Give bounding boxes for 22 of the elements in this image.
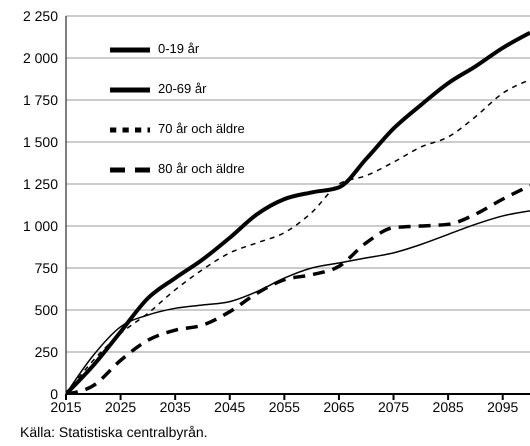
- y-tick-label: 1 750: [22, 92, 58, 108]
- y-tick-label: 250: [34, 344, 58, 360]
- x-tick-label: 2045: [214, 398, 246, 415]
- x-tick-label: 2065: [323, 398, 355, 415]
- text: Källa: Statistiska centralbyrån.: [20, 424, 208, 440]
- x-tick-label: 2085: [432, 398, 464, 415]
- legend-label: 70 år och äldre: [158, 121, 245, 136]
- y-tick-label: 750: [34, 260, 58, 276]
- x-tick-label: 2095: [487, 398, 518, 415]
- y-tick-label: 500: [34, 302, 58, 318]
- x-tick-label: 2025: [105, 398, 136, 415]
- legend-label: 80 år och äldre: [158, 161, 245, 176]
- y-tick-label: 2 250: [22, 8, 58, 24]
- y-tick-label: 1 000: [22, 218, 58, 234]
- legend-label: 20-69 år: [158, 81, 206, 96]
- legend-label: 0-19 år: [158, 41, 200, 56]
- y-tick-label: 2 000: [22, 50, 58, 66]
- x-tick-label: 2075: [378, 398, 410, 415]
- x-tick-label: 2035: [160, 398, 191, 415]
- x-tick-label: 2055: [268, 398, 300, 415]
- y-tick-label: 1 500: [22, 134, 58, 150]
- y-tick-label: 1 250: [22, 176, 58, 192]
